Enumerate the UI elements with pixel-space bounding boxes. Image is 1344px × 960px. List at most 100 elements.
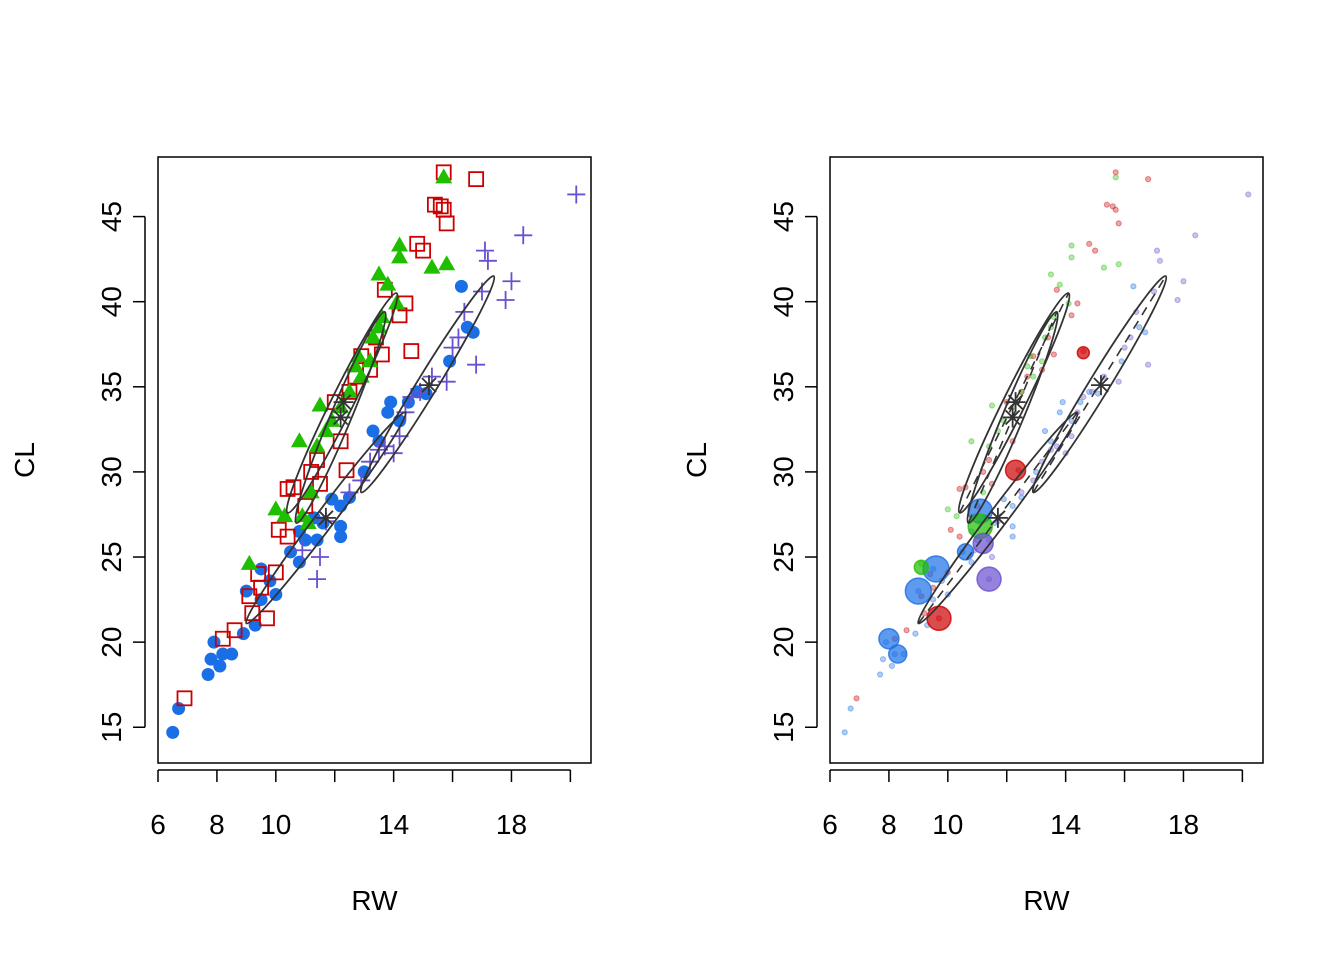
red-point <box>903 627 910 634</box>
purple-point <box>467 355 486 374</box>
red-point <box>947 526 954 533</box>
y-tick-label: 45 <box>96 201 127 232</box>
blue-point <box>254 593 268 607</box>
blue-point <box>201 667 215 681</box>
green-point <box>361 352 379 368</box>
purple-point <box>293 541 312 560</box>
green-point <box>391 236 409 252</box>
blue-point <box>204 652 218 666</box>
green-point <box>391 248 409 264</box>
blue-centroid-star <box>315 507 336 528</box>
red-point <box>267 564 284 581</box>
blue-point <box>466 325 480 339</box>
red-point <box>1053 286 1060 293</box>
purple-point <box>1180 278 1187 285</box>
x-tick-label: 14 <box>1050 809 1081 840</box>
purple-point <box>1192 232 1199 239</box>
red-point <box>468 171 485 188</box>
green-ellipse <box>294 310 387 524</box>
y-tick-label: 25 <box>768 541 799 572</box>
purple-point <box>496 290 515 309</box>
blue-point <box>1130 283 1137 290</box>
purple-centroid-star <box>1090 375 1111 396</box>
blue-point <box>334 519 348 533</box>
blue-point <box>879 656 887 663</box>
green-point <box>1100 264 1108 271</box>
green-centroid-star <box>330 407 351 428</box>
red-point <box>1112 206 1119 213</box>
green-point <box>1030 373 1037 380</box>
x-axis-label: RW <box>351 885 398 916</box>
red-centroid-star <box>333 392 354 413</box>
green-point <box>968 438 975 445</box>
x-axis-label: RW <box>1023 885 1070 916</box>
x-tick-label: 10 <box>932 809 963 840</box>
green-point <box>364 328 382 344</box>
purple-point <box>443 338 462 357</box>
red-influential-point <box>1076 346 1091 360</box>
y-tick-label: 20 <box>96 627 127 658</box>
y-tick-label: 35 <box>768 371 799 402</box>
blue-point <box>334 530 348 544</box>
green-point <box>299 513 317 529</box>
green-point <box>944 506 951 513</box>
red-point <box>1103 201 1110 208</box>
red-point <box>176 690 193 707</box>
purple-point <box>455 302 474 321</box>
right-panel: 6 8 10 14 18 15 20 25 30 35 40 45 RW CL <box>681 156 1264 916</box>
red-point <box>1145 176 1152 183</box>
blue-point <box>454 279 468 293</box>
purple-point <box>1115 378 1122 385</box>
green-point <box>953 513 960 520</box>
y-tick-label: 45 <box>768 201 799 232</box>
blue-point <box>1136 324 1143 331</box>
red-influential-point <box>926 605 952 632</box>
blue-point <box>172 702 186 716</box>
red-point <box>1068 312 1075 319</box>
purple-point <box>1174 296 1181 304</box>
blue-point <box>1009 502 1016 510</box>
purple-point <box>502 272 521 291</box>
purple-point <box>1145 361 1152 368</box>
purple-point <box>1121 344 1128 351</box>
red-point <box>1050 351 1057 358</box>
purple-ellipse <box>359 275 496 494</box>
red-point <box>1086 240 1093 247</box>
red-point <box>1112 169 1119 176</box>
y-tick-label: 35 <box>96 371 127 402</box>
red-point <box>285 479 302 496</box>
plot-area <box>841 169 1252 736</box>
purple-point <box>1245 191 1252 198</box>
blue-point <box>1094 390 1102 397</box>
x-tick-label: 6 <box>150 809 166 840</box>
blue-point <box>968 559 975 566</box>
left-panel: 6 8 10 14 18 15 20 25 30 35 40 45 RW CL <box>9 156 592 916</box>
blue-point <box>225 647 239 661</box>
purple-point <box>514 226 533 245</box>
red-point <box>415 242 432 259</box>
purple-centroid-star <box>418 375 439 396</box>
x-tick-label: 18 <box>496 809 527 840</box>
blue-influential-point <box>887 644 908 664</box>
purple-point <box>311 548 330 567</box>
x-tick-label: 10 <box>260 809 291 840</box>
purple-point <box>475 241 494 260</box>
blue-point <box>443 354 457 368</box>
red-point <box>956 533 963 540</box>
plot-frame <box>157 156 592 764</box>
green-point <box>1068 242 1075 249</box>
green-point <box>317 422 335 438</box>
purple-point <box>988 553 996 561</box>
blue-influential-point <box>904 577 933 605</box>
purple-regression-line <box>1032 275 1167 493</box>
red-point <box>432 198 449 215</box>
x-tick-label: 8 <box>209 809 225 840</box>
blue-point <box>1056 409 1063 416</box>
blue-point <box>366 424 380 438</box>
green-point <box>435 168 453 184</box>
blue-point <box>248 618 262 632</box>
red-point <box>956 485 963 493</box>
x-tick-label: 8 <box>881 809 897 840</box>
blue-point <box>207 635 221 649</box>
plot-area <box>166 164 586 739</box>
